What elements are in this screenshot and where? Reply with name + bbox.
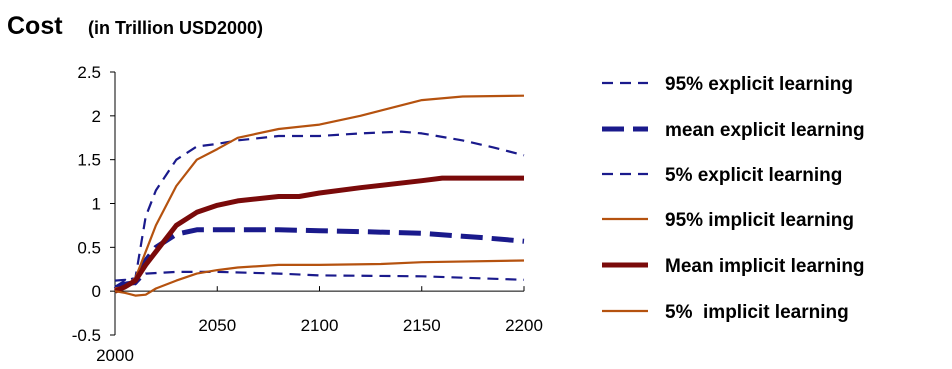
axes: -0.5 0 0.5 1 1.5 2 2.5 2050 2100 2150 2200 2000	[72, 63, 543, 365]
y-tick-label: 1.5	[77, 151, 101, 170]
legend-label-6: 5% implicit learning	[665, 302, 849, 323]
series-line-4	[114, 94, 525, 290]
legend-label-4: 95% implicit learning	[665, 210, 854, 231]
legend-label-5: Mean implicit learning	[665, 256, 865, 277]
legend-label-1: 95% explicit learning	[665, 74, 853, 95]
x-tick-label: 2200	[505, 316, 543, 335]
x-tick-label: 2050	[198, 316, 236, 335]
series-line-2	[113, 227, 525, 292]
series-line-1	[114, 130, 525, 288]
legend-label-3: 5% explicit learning	[665, 165, 842, 186]
y-tick-label: 0.5	[77, 238, 101, 257]
x-tick-label: 2150	[403, 316, 441, 335]
x-tick-label: 2100	[301, 316, 339, 335]
y-tick-label: 2	[92, 107, 101, 126]
y-tick-label: 2.5	[77, 63, 101, 82]
series-lines	[113, 94, 525, 297]
series-line-3	[114, 270, 525, 286]
chart-title: Cost	[7, 12, 63, 40]
x-origin-label: 2000	[96, 346, 134, 365]
series-line-6	[114, 259, 525, 297]
y-tick-label: 1	[92, 195, 101, 214]
chart-subtitle: (in Trillion USD2000)	[88, 18, 263, 38]
y-tick-label: -0.5	[72, 326, 101, 345]
series-line-5	[114, 175, 524, 294]
y-tick-label: 0	[92, 282, 101, 301]
legend: 95% explicit learning mean explicit learn…	[602, 74, 865, 323]
legend-label-2: mean explicit learning	[665, 120, 865, 141]
